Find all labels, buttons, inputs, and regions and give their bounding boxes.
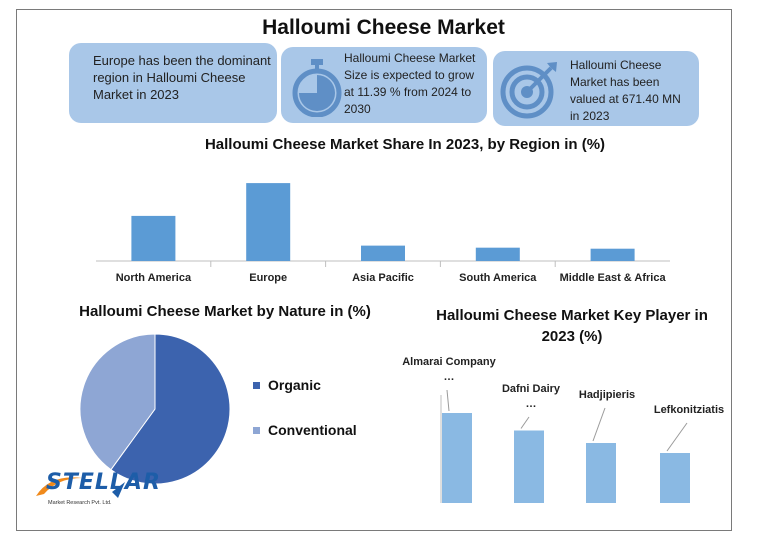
keyplayer-chart-title: Halloumi Cheese Market Key Player in 202… (436, 307, 708, 345)
logo-swoosh-icon (36, 477, 125, 498)
legend-swatch-organic (253, 381, 260, 389)
infobox-market-value: Halloumi Cheese Market has been valued a… (493, 51, 699, 126)
nature-chart-title: Halloumi Cheese Market by Nature in (%) (79, 303, 371, 320)
infographic-frame (16, 9, 732, 531)
logo-name: STELLAR (46, 470, 161, 495)
logo-subtitle: Market Research Pvt. Ltd. (48, 500, 112, 506)
legend-label-organic: Organic (268, 377, 321, 393)
infobox-text: Halloumi Cheese Market Size is expected … (344, 51, 476, 116)
stopwatch-icon (292, 59, 342, 117)
legend-swatch-conventional (253, 426, 260, 434)
company-logo: STELLAR Market Research Pvt. Ltd. (30, 468, 160, 518)
page-title: Halloumi Cheese Market (262, 16, 505, 39)
region-chart-title: Halloumi Cheese Market Share In 2023, by… (204, 136, 606, 153)
infobox-dominant-region: Europe has been the dominant region in H… (69, 43, 277, 123)
infobox-growth-rate: Halloumi Cheese Market Size is expected … (281, 47, 487, 123)
infobox-text: Halloumi Cheese Market has been valued a… (570, 58, 681, 123)
infobox-text: Europe has been the dominant region in H… (93, 53, 271, 102)
legend-organic: Organic (253, 377, 321, 393)
legend-conventional: Conventional (253, 422, 357, 438)
legend-label-conventional: Conventional (268, 422, 357, 438)
target-icon (500, 62, 557, 119)
